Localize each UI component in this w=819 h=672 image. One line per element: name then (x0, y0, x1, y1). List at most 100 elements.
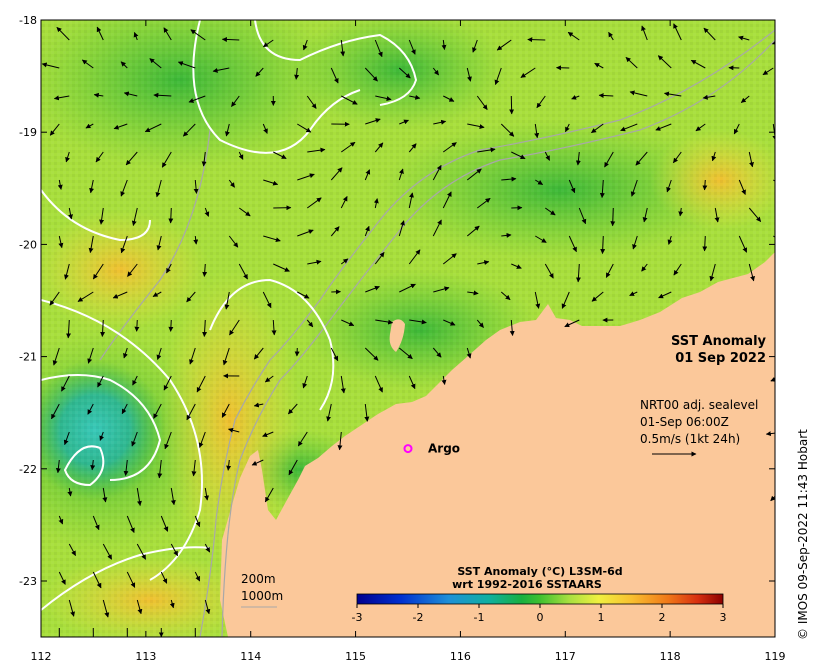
current-vector (126, 515, 135, 534)
current-vector (307, 147, 326, 153)
current-vector (297, 431, 308, 447)
current-vector (133, 32, 139, 41)
current-vector (625, 56, 638, 69)
current-vector (738, 235, 748, 253)
current-vector (591, 123, 604, 134)
current-vector (629, 90, 648, 97)
current-vector (501, 176, 517, 182)
current-vector (432, 219, 442, 237)
current-vector (442, 253, 457, 265)
current-vector (330, 67, 339, 84)
current-vector (509, 319, 515, 337)
current-vector (408, 39, 416, 55)
map-title: SST Anomaly (671, 334, 767, 349)
current-vector (201, 151, 207, 167)
current-vector (228, 235, 239, 248)
lat-tick-label: -23 (19, 575, 37, 588)
longitude-axis: 112 113 114 115 116 117 118 119 (31, 20, 786, 663)
current-vector (97, 375, 104, 388)
current-vector (341, 319, 355, 326)
current-vector (163, 375, 172, 391)
current-vector (202, 319, 208, 338)
current-vector (443, 95, 455, 102)
current-vector (477, 147, 496, 153)
current-vector (673, 23, 682, 41)
colorbar-tick-label: 1 (598, 611, 605, 624)
current-vector (773, 179, 775, 182)
current-vector (600, 235, 606, 255)
current-vector (330, 167, 343, 181)
current-vector (702, 94, 716, 100)
depth-200m-label: 200m (241, 572, 276, 586)
current-vector (212, 67, 230, 73)
current-vector (409, 94, 421, 100)
current-vector (771, 40, 775, 45)
current-vector (568, 179, 576, 194)
current-vector (374, 251, 385, 265)
colorbar-tick-label: 2 (659, 611, 666, 624)
colorbar-title: SST Anomaly (°C) L3SM-6d (457, 565, 622, 578)
current-vector (188, 95, 206, 103)
current-vector (442, 142, 457, 153)
current-vector (340, 39, 346, 57)
current-vector (433, 286, 450, 293)
current-vector (53, 95, 70, 101)
current-vector (568, 235, 577, 253)
current-vector (51, 403, 60, 420)
current-vector (191, 459, 197, 477)
colorbar-tick-label: -1 (474, 611, 485, 624)
current-vector (575, 151, 581, 166)
current-vector (544, 263, 554, 279)
current-vector (204, 487, 210, 501)
current-vector (238, 263, 248, 280)
current-vector (160, 515, 169, 532)
current-vector (375, 319, 394, 325)
colorbar-tick-label: -2 (413, 611, 424, 624)
current-source: NRT00 adj. sealevel (640, 398, 758, 412)
current-vector (364, 403, 370, 422)
current-vector (733, 123, 740, 135)
current-vector (170, 543, 179, 557)
current-vector (783, 152, 796, 164)
current-vector (161, 151, 172, 168)
current-vector (641, 25, 648, 41)
current-vector (144, 123, 162, 133)
current-vector (127, 263, 138, 277)
current-vector (288, 459, 298, 476)
current-vector (99, 207, 105, 225)
current-vector (87, 347, 94, 364)
current-vector (783, 264, 793, 272)
current-vector (374, 142, 384, 153)
current-vector (231, 95, 240, 107)
current-vector (64, 263, 70, 280)
current-vector (575, 263, 581, 283)
current-vector (186, 291, 196, 303)
lat-tick-label: -22 (19, 463, 37, 476)
current-vector (294, 67, 300, 80)
current-vector (702, 179, 708, 191)
current-vector (81, 59, 94, 69)
current-vector (398, 220, 405, 237)
argo-float-marker[interactable] (403, 444, 413, 454)
current-vector (466, 347, 472, 359)
current-vector (306, 95, 317, 109)
current-vector (678, 207, 684, 217)
current-vector (131, 207, 138, 226)
current-vector (112, 291, 128, 299)
current-vector (641, 263, 648, 272)
current-vector (198, 431, 206, 448)
current-vector (409, 319, 427, 325)
current-vector (262, 123, 268, 134)
current-vector (536, 95, 546, 109)
current-vector (89, 179, 95, 194)
current-vector (476, 319, 484, 328)
current-vector (88, 235, 94, 254)
current-vector (253, 402, 264, 408)
colorbar-ticks: -3 -2 -1 0 1 2 3 (352, 604, 727, 624)
current-vector (121, 403, 128, 415)
current-vector (194, 515, 201, 528)
current-vector (297, 173, 315, 181)
current-vector (58, 235, 64, 249)
lon-tick-label: 117 (555, 650, 576, 663)
current-vector (375, 95, 392, 101)
